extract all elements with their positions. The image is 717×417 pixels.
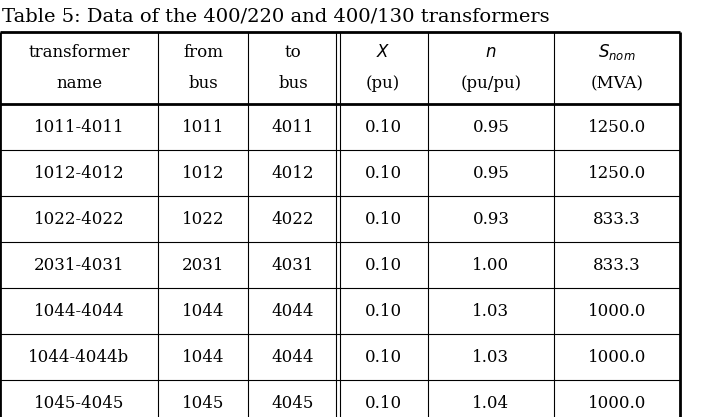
Text: 833.3: 833.3 bbox=[593, 211, 641, 228]
Text: bus: bus bbox=[278, 75, 308, 92]
Text: 1022: 1022 bbox=[181, 211, 224, 228]
Text: 1045: 1045 bbox=[182, 394, 224, 412]
Text: to: to bbox=[285, 44, 301, 60]
Text: 0.10: 0.10 bbox=[364, 349, 402, 365]
Text: 1250.0: 1250.0 bbox=[588, 118, 646, 136]
Text: 1044-4044b: 1044-4044b bbox=[29, 349, 130, 365]
Text: 1000.0: 1000.0 bbox=[588, 302, 646, 319]
Text: 4012: 4012 bbox=[272, 164, 314, 181]
Text: Table 5: Data of the 400/220 and 400/130 transformers: Table 5: Data of the 400/220 and 400/130… bbox=[2, 7, 550, 25]
Text: from: from bbox=[183, 44, 223, 60]
Text: (pu/pu): (pu/pu) bbox=[460, 75, 521, 92]
Text: $S_{nom}$: $S_{nom}$ bbox=[598, 42, 636, 62]
Text: (MVA): (MVA) bbox=[591, 75, 643, 92]
Text: 1000.0: 1000.0 bbox=[588, 349, 646, 365]
Text: 4022: 4022 bbox=[272, 211, 314, 228]
Text: 0.10: 0.10 bbox=[364, 118, 402, 136]
Text: 4045: 4045 bbox=[272, 394, 314, 412]
Text: 0.10: 0.10 bbox=[364, 302, 402, 319]
Text: 1.00: 1.00 bbox=[473, 256, 510, 274]
Text: 4031: 4031 bbox=[272, 256, 314, 274]
Text: 0.10: 0.10 bbox=[364, 164, 402, 181]
Text: 2031: 2031 bbox=[181, 256, 224, 274]
Text: 1011: 1011 bbox=[181, 118, 224, 136]
Text: 4044: 4044 bbox=[272, 302, 314, 319]
Text: 1000.0: 1000.0 bbox=[588, 394, 646, 412]
Text: 1045-4045: 1045-4045 bbox=[34, 394, 124, 412]
Text: 0.10: 0.10 bbox=[364, 256, 402, 274]
Text: 833.3: 833.3 bbox=[593, 256, 641, 274]
Text: 0.93: 0.93 bbox=[473, 211, 510, 228]
Text: 4011: 4011 bbox=[272, 118, 314, 136]
Text: bus: bus bbox=[188, 75, 218, 92]
Text: 0.10: 0.10 bbox=[364, 394, 402, 412]
Text: $n$: $n$ bbox=[485, 44, 497, 60]
Text: 2031-4031: 2031-4031 bbox=[34, 256, 124, 274]
Text: transformer: transformer bbox=[28, 44, 130, 60]
Text: 4044: 4044 bbox=[272, 349, 314, 365]
Text: 1012: 1012 bbox=[181, 164, 224, 181]
Text: 1.03: 1.03 bbox=[473, 349, 510, 365]
Text: 1022-4022: 1022-4022 bbox=[34, 211, 124, 228]
Text: 0.10: 0.10 bbox=[364, 211, 402, 228]
Text: (pu): (pu) bbox=[366, 75, 400, 92]
Text: 1044: 1044 bbox=[181, 349, 224, 365]
Text: 1.04: 1.04 bbox=[473, 394, 510, 412]
Text: $X$: $X$ bbox=[376, 44, 390, 60]
Text: 1011-4011: 1011-4011 bbox=[34, 118, 124, 136]
Text: 1012-4012: 1012-4012 bbox=[34, 164, 124, 181]
Text: 1.03: 1.03 bbox=[473, 302, 510, 319]
Text: name: name bbox=[56, 75, 102, 92]
Text: 1044-4044: 1044-4044 bbox=[34, 302, 124, 319]
Text: 0.95: 0.95 bbox=[473, 164, 510, 181]
Text: 0.95: 0.95 bbox=[473, 118, 510, 136]
Text: 1044: 1044 bbox=[181, 302, 224, 319]
Text: 1250.0: 1250.0 bbox=[588, 164, 646, 181]
